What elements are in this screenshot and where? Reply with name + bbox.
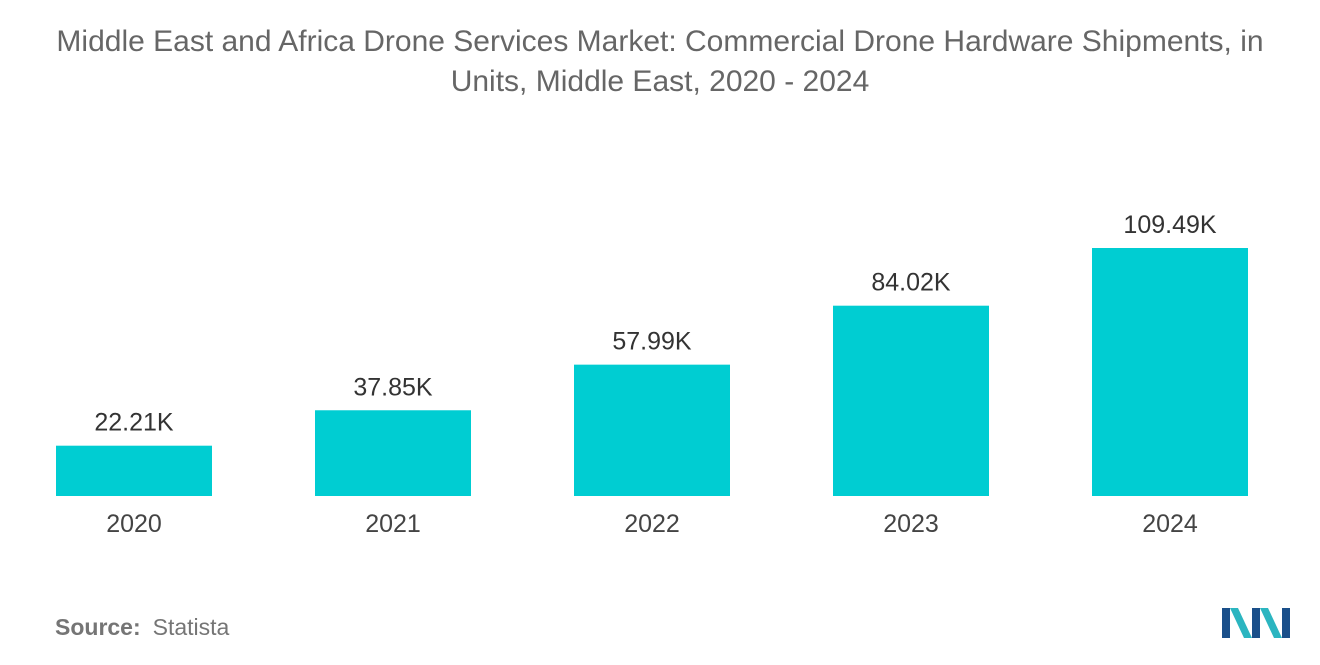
source-value: Statista — [152, 614, 230, 640]
bar-2023 — [833, 305, 989, 496]
x-tick-label-2023: 2023 — [883, 510, 939, 538]
x-tick-label-2022: 2022 — [624, 510, 680, 538]
data-label-2021: 37.85K — [353, 373, 433, 401]
data-label-2024: 109.49K — [1123, 211, 1216, 239]
data-label-2023: 84.02K — [871, 269, 951, 297]
data-label-2020: 22.21K — [94, 409, 174, 437]
data-label-2022: 57.99K — [612, 328, 692, 356]
x-tick-label-2024: 2024 — [1142, 510, 1198, 538]
bar-2022 — [574, 364, 730, 496]
bar-2020 — [56, 445, 212, 496]
x-tick-label-2021: 2021 — [365, 510, 421, 538]
chart-title-line-1: Middle East and Africa Drone Services Ma… — [56, 25, 1264, 58]
bar-2021 — [315, 410, 471, 496]
chart-title-line-2: Units, Middle East, 2020 - 2024 — [450, 65, 870, 98]
source-note: Source: Statista — [55, 614, 229, 641]
mordor-intelligence-logo-icon — [1222, 608, 1290, 638]
source-label: Source: — [55, 614, 141, 640]
bar-2024 — [1092, 248, 1248, 496]
chart-title: Middle East and Africa Drone Services Ma… — [0, 22, 1320, 102]
x-tick-label-2020: 2020 — [106, 510, 162, 538]
